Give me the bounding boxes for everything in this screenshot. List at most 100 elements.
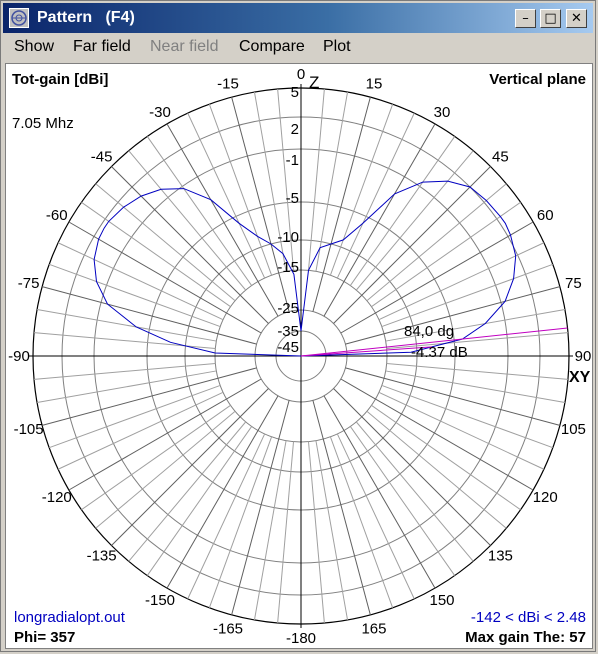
grid-spoke <box>277 88 295 271</box>
angle-label: 75 <box>565 275 582 292</box>
max-gain-label: Max gain The: 57 <box>465 629 586 646</box>
grid-spoke <box>33 362 216 380</box>
angle-label: 90 <box>575 348 592 365</box>
grid-spoke <box>81 404 231 511</box>
grid-spoke <box>315 440 349 621</box>
menu-far-field[interactable]: Far field <box>73 38 131 56</box>
menu-far-field-label: Far field <box>73 38 131 55</box>
grid-spoke <box>345 286 560 345</box>
menu-compare-label: Compare <box>239 38 305 55</box>
angle-label: 135 <box>488 547 513 564</box>
grid-spoke <box>231 97 290 312</box>
grid-spoke <box>111 166 269 324</box>
grid-spoke <box>386 332 569 350</box>
radiation-pattern-line <box>93 180 517 357</box>
maximize-button[interactable]: □ <box>540 9 561 28</box>
grid-spoke <box>329 436 394 609</box>
menu-near-field-label: Near field <box>150 38 219 55</box>
cursor-line <box>300 327 568 357</box>
grid-spoke <box>349 426 456 576</box>
ring-label: 5 <box>291 84 299 101</box>
cursor-line-secondary <box>300 346 432 357</box>
grid-spoke <box>355 421 474 562</box>
angle-label: -135 <box>87 547 117 564</box>
grid-spoke <box>95 410 236 529</box>
grid-spoke <box>381 263 554 328</box>
angle-label: -30 <box>149 104 171 121</box>
grid-spoke <box>146 426 253 576</box>
angle-label: -120 <box>42 489 72 506</box>
grid-spoke <box>312 400 371 615</box>
grid-spoke <box>349 136 456 286</box>
grid-spoke <box>48 263 221 328</box>
minimize-button[interactable]: – <box>515 9 536 28</box>
grid-spoke <box>111 388 269 546</box>
plot-canvas[interactable]: 5 2 -1 -5 -10 -15 -25 -35 -45 0 15 30 45 60 75 90 105 12… <box>5 63 593 649</box>
frequency-label: 7.05 Mhz <box>12 115 74 132</box>
menu-near-field[interactable]: Near field <box>150 38 218 56</box>
grid-spoke <box>253 91 287 272</box>
ring-labels: 5 2 -1 -5 -10 -15 -25 -35-45 <box>277 84 299 356</box>
menu-compare[interactable]: Compare <box>239 38 305 56</box>
angle-label: 45 <box>492 149 509 166</box>
grid-spoke <box>315 91 349 272</box>
menu-bar: Show Far field Near field Compare Plot <box>3 35 593 59</box>
grid-spoke <box>371 201 521 308</box>
grid-spoke <box>378 391 545 470</box>
grid-spoke <box>166 395 279 589</box>
zenith-label: Z <box>309 73 319 92</box>
scale-type-label: Tot-gain [dBi] <box>12 71 108 88</box>
ring-label: -35 <box>277 323 299 340</box>
grid-spoke <box>378 242 545 321</box>
grid-spoke <box>187 112 266 279</box>
ring-label: -1 <box>286 152 299 169</box>
grid-spoke <box>57 242 224 321</box>
gain-range-label: -142 < dBi < 2.48 <box>471 609 586 626</box>
menu-plot[interactable]: Plot <box>323 38 351 56</box>
polar-grid <box>29 84 573 628</box>
grid-spoke <box>36 370 217 404</box>
angle-label: -105 <box>14 421 44 438</box>
grid-spoke <box>81 201 231 308</box>
plane-label: Vertical plane <box>489 71 586 88</box>
ring-label: 2 <box>291 121 299 138</box>
title-bar[interactable]: Pattern (F4) – □ ✕ <box>3 3 593 33</box>
grid-spoke <box>208 436 273 609</box>
angle-label: 165 <box>361 620 386 637</box>
grid-spoke <box>95 183 236 302</box>
angle-label: 0 <box>297 66 305 83</box>
angle-label: -60 <box>46 207 68 224</box>
grid-spoke <box>345 367 560 426</box>
angle-label: -90 <box>8 348 30 365</box>
menu-show[interactable]: Show <box>14 38 54 56</box>
grid-spoke <box>385 308 566 342</box>
polar-plot: 52-1-5-10-15-25-35-45 015304560759010512… <box>8 66 591 647</box>
angle-labels: 0153045607590105120135150165-180-15-30-4… <box>8 66 591 647</box>
angle-label: -165 <box>213 620 243 637</box>
grid-spoke <box>231 400 290 615</box>
grid-spoke <box>68 221 262 334</box>
angle-label: -75 <box>18 275 40 292</box>
grid-spoke <box>166 123 279 317</box>
grid-spoke <box>371 404 521 511</box>
grid-spoke <box>323 123 436 317</box>
grid-spoke <box>385 370 566 404</box>
grid-spoke <box>333 388 491 546</box>
grid-spoke <box>208 103 273 276</box>
close-button[interactable]: ✕ <box>566 9 587 28</box>
ring-label: -10 <box>277 229 299 246</box>
angle-label: 120 <box>533 489 558 506</box>
grid-spoke <box>323 395 436 589</box>
grid-spoke <box>336 112 415 279</box>
filename-label: longradialopt.out <box>14 609 126 626</box>
grid-spoke <box>253 440 287 621</box>
angle-label: 60 <box>537 207 554 224</box>
angle-label: -180 <box>286 630 316 647</box>
grid-spoke <box>146 136 253 286</box>
app-icon[interactable] <box>9 8 29 28</box>
angle-label: -15 <box>217 76 239 93</box>
grid-spoke <box>128 421 247 562</box>
grid-spoke <box>36 308 217 342</box>
grid-spoke <box>386 362 569 380</box>
grid-spoke <box>312 97 371 312</box>
